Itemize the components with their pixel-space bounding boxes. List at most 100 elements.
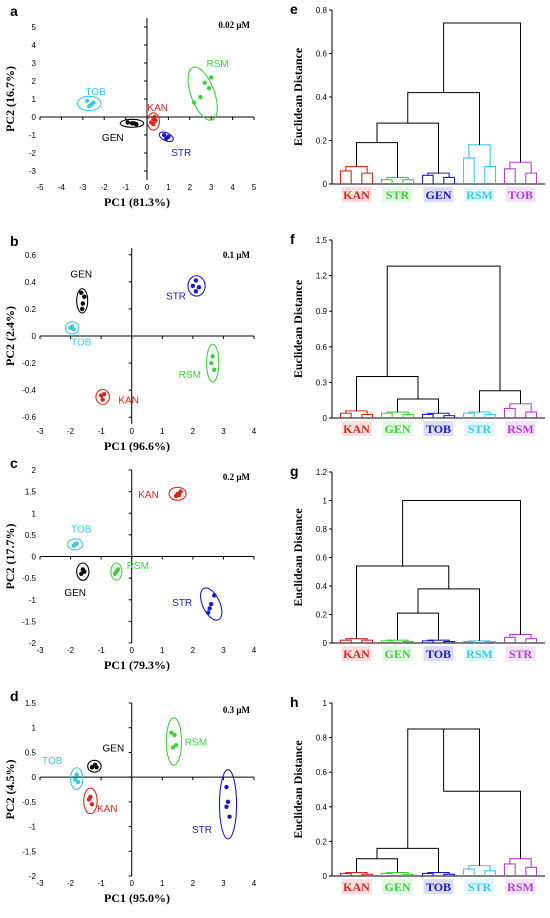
data-point: [196, 285, 202, 290]
x-tick-label: -3: [36, 646, 44, 655]
leaf-label-highlight: [341, 187, 372, 202]
x-axis-title: PC1 (95.0%): [104, 891, 170, 905]
leaf-label-highlight: [341, 421, 372, 436]
cluster-ellipse: [187, 66, 218, 121]
dendrogram-link: [356, 565, 450, 639]
group-label: STR: [192, 825, 212, 836]
y-tick-label: 0.3: [316, 378, 328, 387]
y-tick-label: 0.6: [316, 50, 328, 59]
leaf-label-highlight: [505, 421, 536, 436]
group-label: KAN: [147, 103, 168, 114]
replicate-subtree: [503, 161, 538, 184]
data-point: [212, 593, 217, 598]
leaf-label: RSM: [507, 422, 534, 436]
replicate-subtree: [339, 410, 374, 418]
leaf-label: TOB: [426, 880, 451, 894]
panel-b: b 0.1 μM -3 -2 -1 0 1 2 3 4 -0.6 -0.4 -0.2 0 0.2 0.4 0.6…: [3, 233, 257, 453]
y-tick-label: -1: [29, 131, 37, 140]
group-tob: TOB: [42, 756, 84, 791]
leaf-str: STR: [462, 865, 497, 894]
replicate-subtree: [339, 871, 374, 876]
data-point: [72, 777, 78, 782]
x-tick-label: -1: [98, 646, 106, 655]
panel-e: e 0 0.2 0.4 0.6 0.8 Euclidean Distance KAN STR GE…: [290, 1, 545, 202]
replicate-subtree: [339, 638, 374, 643]
y-tick-label: 0.4: [316, 93, 328, 102]
x-tick-label: 4: [230, 183, 235, 192]
cluster-ellipse: [76, 562, 90, 581]
group-label: STR: [166, 291, 186, 302]
group-gen: GEN: [64, 562, 90, 599]
data-point: [91, 100, 96, 105]
y-tick-label: 0.4: [316, 803, 328, 812]
data-point: [102, 392, 107, 397]
x-axis-title: PC1 (81.3%): [104, 195, 170, 209]
replicate-subtree: [462, 865, 497, 876]
panel-d: d0.3 μM-3 -2 -1 0 1 2 3 4-2-1.5-1-0.500.511.5PC…: [3, 688, 257, 905]
leaf-label: GEN: [384, 880, 410, 894]
x-tick-label: 0: [129, 646, 134, 655]
x-axis-title: PC1 (96.6%): [104, 439, 170, 453]
dendrogram-link: [417, 588, 480, 641]
y-tick-label: 0.2: [316, 137, 328, 146]
data-point: [79, 306, 85, 312]
x-tick-label: 1: [160, 879, 165, 888]
group-kan: KAN: [95, 388, 139, 407]
replicate-subtree: [462, 144, 497, 184]
leaf-label: STR: [509, 647, 533, 661]
data-point: [169, 730, 174, 735]
y-axis-title: PC2 (4.5%): [3, 760, 17, 820]
panel-letter: c: [10, 455, 18, 471]
data-point: [224, 804, 229, 809]
leaf-tob: TOB: [421, 871, 456, 894]
concentration-label: 0.2 μM: [223, 472, 251, 482]
dendrogram-link: [376, 122, 439, 174]
y-tick-label: 0.5: [25, 531, 37, 540]
leaf-label-highlight: [505, 646, 536, 661]
replicate-subtree: [380, 411, 415, 418]
data-point: [129, 121, 135, 126]
cluster-ellipse: [206, 343, 220, 383]
replicate-subtree: [421, 412, 456, 418]
leaf-label-highlight: [423, 421, 454, 436]
cluster-ellipse: [168, 486, 187, 501]
x-tick-label: -3: [79, 183, 87, 192]
data-point: [176, 492, 182, 498]
leaf-tob: TOB: [503, 161, 538, 202]
cluster-ellipse: [165, 717, 183, 766]
leaf-str: STR: [380, 176, 415, 202]
leaf-label: GEN: [425, 188, 451, 202]
leaf-label: TOB: [426, 647, 451, 661]
cluster-ellipse: [199, 587, 223, 621]
panel-f: f 0 0.3 0.6 0.9 1.2 1.5 Euclidean Distance KAN GE…: [290, 231, 545, 436]
y-tick-label: 0: [323, 414, 328, 423]
dendrogram-link: [402, 500, 521, 635]
x-tick-label: 0: [145, 183, 150, 192]
leaf-label-highlight: [341, 879, 372, 894]
y-tick-label: 1.2: [316, 468, 328, 477]
data-point: [209, 360, 214, 366]
data-point: [74, 772, 79, 777]
y-tick-label: 1.5: [25, 488, 37, 497]
y-tick-label: 1: [32, 509, 37, 518]
leaf-label: KAN: [343, 880, 370, 894]
leaf-label-highlight: [382, 187, 413, 202]
cluster-ellipse: [110, 562, 123, 581]
data-point: [170, 745, 176, 750]
x-tick-label: 3: [209, 183, 214, 192]
group-rsm: RSM: [187, 59, 229, 121]
y-axis-title: Euclidean Distance: [291, 279, 305, 378]
replicate-subtree: [421, 172, 456, 184]
leaf-label: KAN: [343, 188, 370, 202]
group-str: STR: [158, 131, 191, 159]
y-tick-label: 0: [323, 872, 328, 881]
leaf-kan: KAN: [339, 638, 374, 661]
group-tob: TOB: [66, 524, 92, 551]
leaf-gen: GEN: [380, 871, 415, 894]
group-label: GEN: [103, 743, 125, 754]
y-tick-label: 5: [32, 23, 37, 32]
cluster-ellipse: [64, 321, 80, 335]
replicate-subtree: [462, 411, 497, 418]
x-tick-label: 2: [188, 183, 193, 192]
concentration-label: 0.02 μM: [218, 20, 250, 30]
